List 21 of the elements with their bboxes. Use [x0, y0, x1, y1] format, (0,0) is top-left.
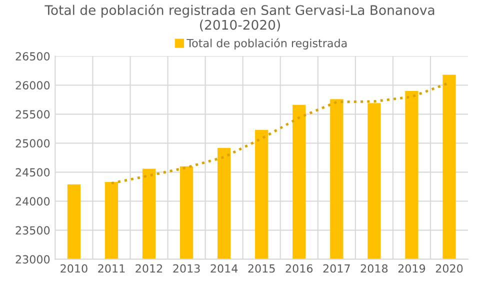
- y-tick-label: 23500: [16, 226, 50, 235]
- x-tick-label: 2016: [286, 264, 313, 273]
- legend-label: Total de población registrada: [186, 38, 347, 50]
- y-tick-label: 23000: [16, 255, 50, 264]
- x-tick-label: 2015: [248, 264, 275, 273]
- x-tick-label: 2012: [136, 264, 162, 273]
- x-tick-label: 2013: [173, 264, 200, 273]
- x-tick-label: 2020: [436, 264, 463, 273]
- y-tick-label: 24500: [16, 168, 50, 177]
- y-tick-label: 26000: [16, 81, 50, 90]
- x-tick-label: 2019: [398, 264, 426, 273]
- y-tick-label: 25500: [16, 110, 50, 119]
- x-tick-label: 2014: [210, 264, 238, 273]
- x-tick-label: 2010: [60, 264, 88, 273]
- y-tick-label: 24000: [16, 197, 50, 206]
- x-tick-label: 2017: [323, 264, 350, 273]
- x-tick-label: 2011: [98, 264, 125, 273]
- y-tick-label: 25000: [16, 139, 50, 148]
- x-tick-label: 2018: [360, 264, 388, 273]
- y-tick-label: 26500: [16, 52, 50, 61]
- chart-title: Total de población registrada en Sant Gervasi-La Bonanova (2010-2020): [44, 4, 434, 32]
